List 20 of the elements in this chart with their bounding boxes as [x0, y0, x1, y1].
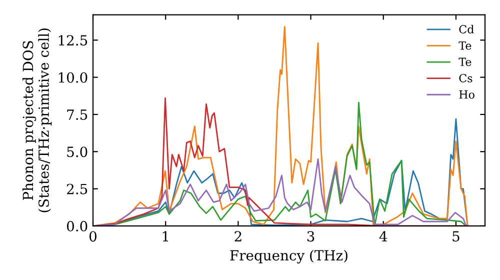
legend-label: Ho [459, 90, 474, 99]
x-axis-title: Frequency (THz) [230, 250, 348, 264]
x-tick-label: 0 [89, 231, 96, 242]
y-axis-title: Phonon projected DOS (States/THz·primitive cell) [22, 28, 52, 212]
line-series [93, 158, 467, 226]
y-tick-label: 2.5 [66, 184, 88, 194]
x-tick-label: 2 [234, 231, 242, 242]
legend-label: Te [458, 58, 472, 66]
x-tick-label: 1 [162, 231, 168, 242]
y-tick-label: 5.0 [67, 146, 88, 158]
y-tick-label: 10.0 [58, 72, 88, 83]
y-tick-label: 12.5 [58, 35, 88, 46]
x-tick-label: 5 [452, 231, 460, 242]
y-tick-label: 7.5 [67, 110, 88, 120]
y-tick-label: 0.0 [66, 220, 88, 232]
legend-label: Cd [459, 24, 474, 34]
x-tick-label: 3 [307, 231, 314, 242]
legend-label: Te [458, 41, 472, 50]
x-tick-label: 4 [379, 231, 388, 242]
legend-label: Cs [459, 74, 472, 82]
